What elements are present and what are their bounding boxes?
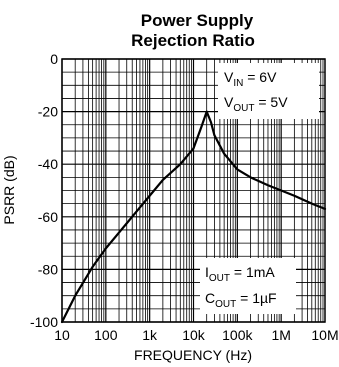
x-tick-label: 100k [222,327,253,343]
annotation-cout: COUT = 1µF [205,290,277,310]
x-tick-label: 10 [54,327,70,343]
annotation-cout-sub: OUT [215,299,236,310]
chart-title-line-2: Rejection Ratio [131,31,255,50]
annotation-vout: VOUT = 5V [224,94,288,114]
y-tick-label: -40 [38,156,58,172]
annotation-vin-main: V [224,69,234,85]
annotation-iout-main: I [205,264,209,280]
annotation-cout-main: C [205,290,215,306]
annotation-vin-suffix: = 6V [243,69,277,85]
y-tick-label: -60 [38,209,58,225]
x-tick-label: 100 [94,327,118,343]
x-tick-label: 1M [271,327,290,343]
annotation-vin: VIN = 6V [224,69,277,89]
tick-labels: 10 100 1k 10k 100k 1M 10M 0 -20 -40 -60 -80 -100 [30,51,339,343]
psrr-curve [60,110,327,324]
annotation-cout-suffix: = 1µF [236,290,276,306]
x-tick-label: 1k [142,327,158,343]
chart-title-line-1: Power Supply [141,11,254,30]
annotations: VIN = 6V VOUT = 5V IOUT = 1mA COUT = 1µF [200,63,319,314]
annotation-vout-sub: OUT [233,103,254,114]
y-axis-label: PSRR (dB) [1,155,17,224]
plot-frame [61,58,326,323]
y-tick-label: -100 [30,314,58,330]
annotation-box-bottom [200,258,296,314]
annotation-vout-suffix: = 5V [254,94,288,110]
y-tick-label: -80 [38,261,58,277]
annotation-iout-suffix: = 1mA [230,264,275,280]
annotation-box-top [218,63,319,119]
y-tick-label: -20 [38,104,58,120]
y-tick-label: 0 [50,51,58,67]
annotation-iout: IOUT = 1mA [205,264,275,284]
x-tick-label: 10M [311,327,338,343]
annotation-vin-sub: IN [233,78,243,89]
x-axis-label: FREQUENCY (Hz) [134,347,252,363]
annotation-vout-main: V [224,94,234,110]
annotation-iout-sub: OUT [209,273,230,284]
x-tick-label: 10k [182,327,206,343]
